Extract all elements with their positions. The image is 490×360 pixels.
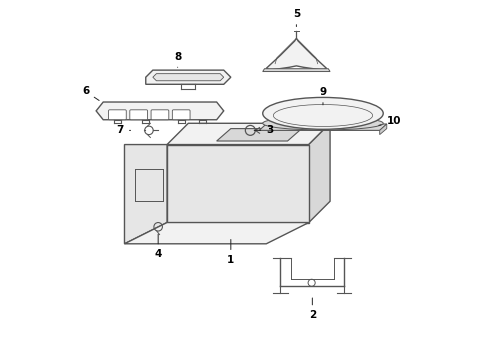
Polygon shape	[167, 123, 330, 145]
Polygon shape	[124, 222, 309, 244]
Polygon shape	[217, 129, 302, 141]
Polygon shape	[153, 74, 224, 81]
Text: 4: 4	[154, 234, 162, 260]
FancyBboxPatch shape	[172, 110, 190, 120]
Text: 3: 3	[254, 125, 273, 135]
FancyBboxPatch shape	[130, 110, 147, 120]
Polygon shape	[309, 123, 330, 222]
Text: 5: 5	[293, 9, 300, 27]
Polygon shape	[167, 145, 309, 222]
Text: 9: 9	[319, 87, 326, 105]
FancyBboxPatch shape	[151, 110, 169, 120]
Polygon shape	[146, 70, 231, 84]
Text: 8: 8	[174, 51, 181, 67]
Polygon shape	[96, 102, 224, 120]
Ellipse shape	[263, 117, 383, 130]
Text: 2: 2	[309, 298, 316, 320]
Polygon shape	[259, 124, 387, 130]
Polygon shape	[124, 145, 167, 244]
FancyBboxPatch shape	[109, 110, 126, 120]
Text: 7: 7	[117, 125, 130, 135]
Polygon shape	[380, 124, 387, 135]
Text: 10: 10	[379, 116, 401, 126]
Polygon shape	[266, 38, 326, 70]
Polygon shape	[263, 69, 330, 72]
Text: 1: 1	[227, 239, 234, 265]
Ellipse shape	[263, 98, 383, 129]
Text: 6: 6	[82, 86, 99, 100]
